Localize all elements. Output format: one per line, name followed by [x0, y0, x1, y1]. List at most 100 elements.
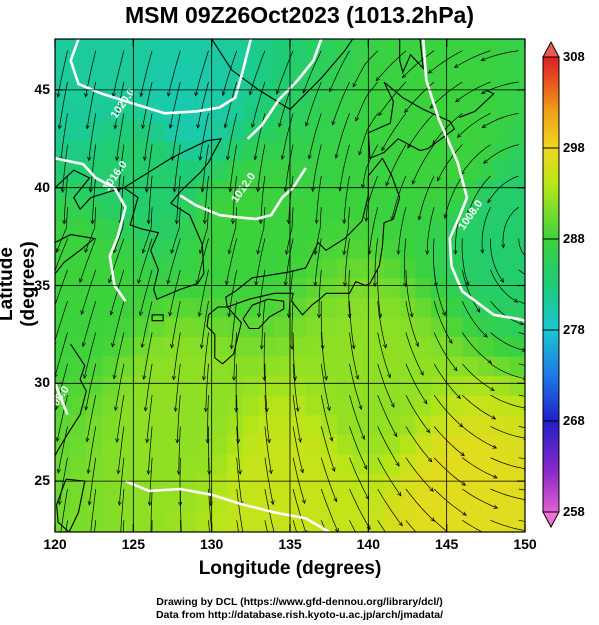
field-cell	[211, 395, 228, 416]
field-cell	[274, 414, 291, 435]
field-cell	[462, 375, 479, 396]
field-cell	[117, 101, 134, 122]
field-cell	[431, 179, 448, 201]
streamline-arrowhead	[401, 73, 407, 79]
field-cell	[70, 121, 87, 142]
streamline-arrowhead	[385, 181, 390, 187]
field-cell	[493, 199, 510, 220]
field-cell	[86, 121, 103, 142]
streamline	[57, 426, 68, 473]
streamline-arrowhead	[352, 82, 357, 88]
streamline-arrowhead	[140, 343, 145, 349]
field-cell	[462, 395, 479, 416]
streamline-arrowhead	[419, 371, 424, 376]
field-cell	[478, 434, 495, 455]
field-cell	[431, 82, 448, 103]
field-cell	[337, 179, 354, 201]
streamline	[349, 457, 369, 500]
field-cell	[258, 258, 275, 279]
streamline-arrowhead	[202, 219, 207, 225]
streamline-arrowhead	[264, 407, 269, 413]
field-cell	[431, 199, 448, 220]
streamline	[433, 394, 463, 428]
field-cell	[196, 473, 213, 494]
field-cell	[274, 219, 291, 240]
colorbar-tick-label: 268	[563, 413, 585, 428]
streamline-arrowhead	[393, 432, 398, 438]
streamline-arrowhead	[295, 407, 300, 413]
field-cell	[211, 238, 228, 259]
field-cell	[70, 101, 87, 122]
field-cell	[509, 101, 525, 122]
streamline	[55, 332, 68, 378]
streamline-arrowhead	[313, 250, 318, 256]
field-cell	[227, 473, 244, 494]
field-cell	[243, 453, 260, 474]
field-cell	[509, 473, 525, 494]
streamline	[490, 457, 525, 470]
field-cell	[415, 62, 432, 83]
field-cell	[86, 39, 103, 44]
field-cell	[149, 316, 166, 337]
streamline-arrowhead	[116, 469, 121, 475]
streamline	[137, 238, 153, 284]
field-cell	[70, 375, 87, 396]
field-cell	[446, 414, 463, 435]
field-cell	[102, 160, 119, 181]
streamline	[368, 207, 379, 254]
field-cell	[384, 277, 401, 298]
field-cell	[446, 42, 463, 64]
field-cell	[384, 512, 401, 532]
streamline-arrowhead	[425, 428, 431, 434]
field-cell	[478, 336, 495, 357]
streamline	[404, 238, 407, 287]
field-cell	[243, 160, 260, 181]
field-cell	[227, 160, 244, 181]
field-cell	[102, 434, 119, 455]
streamline-arrowhead	[85, 437, 90, 443]
streamline-arrowhead	[378, 111, 383, 117]
field-cell	[399, 297, 416, 318]
field-cell	[133, 355, 150, 377]
field-cell	[431, 39, 448, 44]
field-cell	[509, 355, 525, 377]
streamline-arrowhead	[176, 470, 181, 476]
streamline	[117, 426, 125, 474]
streamline	[377, 301, 387, 348]
streamline-arrowhead	[400, 552, 404, 556]
field-cell	[149, 258, 166, 279]
field-cell	[493, 375, 510, 396]
field-cell	[321, 258, 338, 279]
field-cell	[352, 395, 369, 416]
streamline	[83, 332, 97, 379]
streamline	[149, 457, 153, 506]
streamline	[349, 332, 359, 380]
field-cell	[368, 219, 385, 240]
field-cell	[368, 492, 385, 514]
field-cell	[133, 492, 150, 514]
streamline-arrowhead	[205, 439, 210, 444]
field-cell	[415, 355, 432, 377]
field-cell	[384, 375, 401, 396]
streamline	[144, 113, 153, 161]
field-cell	[399, 473, 416, 494]
field-cell	[462, 297, 479, 318]
field-cell	[243, 336, 260, 357]
field-cell	[133, 375, 150, 396]
field-cell	[415, 219, 432, 240]
streamline-arrowhead	[347, 313, 352, 319]
streamline	[349, 363, 362, 410]
streamline	[86, 395, 97, 442]
streamline	[355, 81, 378, 121]
field-cell	[462, 316, 479, 337]
streamline	[482, 112, 519, 128]
streamline	[222, 50, 238, 96]
streamline	[490, 488, 525, 500]
field-cell	[337, 101, 354, 122]
field-cell	[133, 297, 150, 318]
streamline	[148, 175, 153, 224]
field-cell	[180, 355, 197, 377]
field-cell	[431, 238, 448, 259]
field-cell	[384, 316, 401, 337]
field-cell	[227, 39, 244, 44]
